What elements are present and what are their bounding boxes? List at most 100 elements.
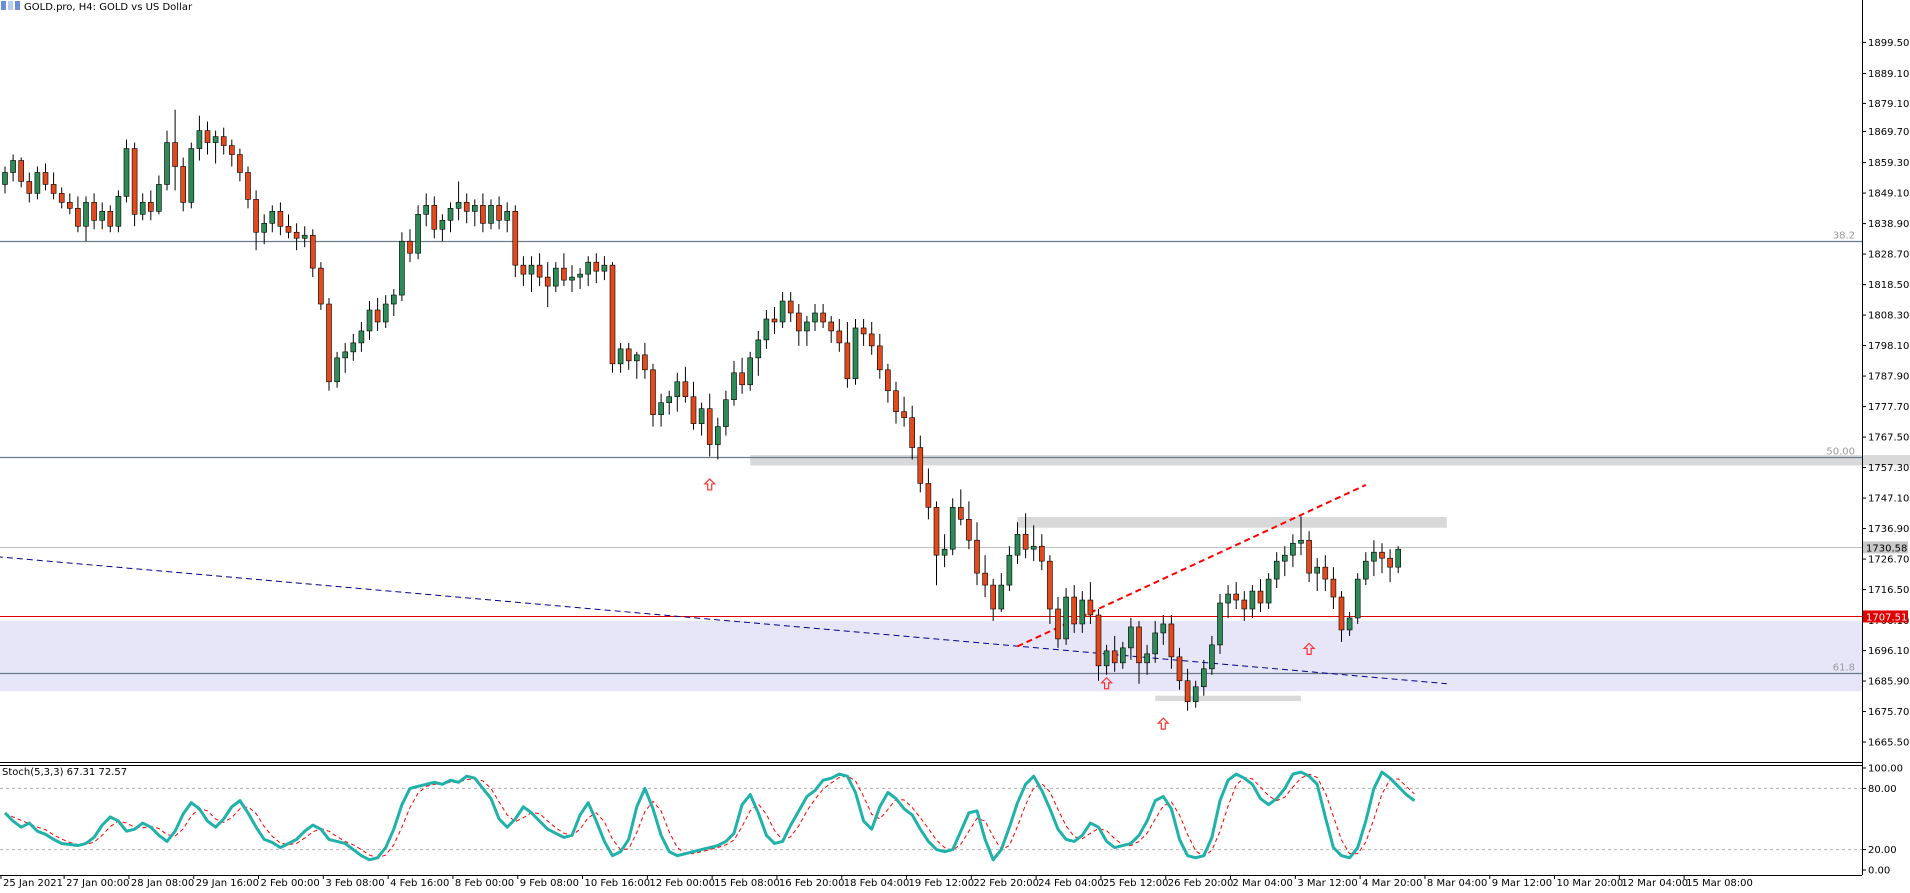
candle-body-43 [350,342,357,353]
candle-82 [666,390,673,415]
candle-65 [528,256,535,293]
candle-body-163 [1322,566,1329,580]
candle-79 [642,342,648,379]
grey-zone-1 [1017,516,1447,528]
candle-38 [309,229,316,278]
candle-13 [107,205,114,233]
candle-54 [439,214,446,242]
candle-70 [569,265,575,293]
candle-145 [1176,647,1183,690]
candles-layer [2,109,1401,711]
window-icon-3 [15,1,20,10]
candle-body-82 [666,396,673,403]
candle-body-77 [625,348,632,362]
candle-body-131 [1063,596,1069,640]
candle-body-59 [480,205,486,224]
candle-body-105 [852,327,859,380]
candle-body-55 [447,208,454,221]
price-tick-7: 1828.70 [1868,250,1909,261]
candle-body-61 [496,205,502,221]
candle-85 [690,381,697,430]
candle-body-98 [795,312,802,332]
candle-144 [1168,614,1175,669]
candle-body-108 [876,345,883,371]
price-tick-15: 1747.10 [1868,494,1909,505]
candle-body-8 [67,202,73,209]
candle-body-170 [1379,551,1385,559]
candle-23 [188,142,195,209]
candle-99 [804,315,810,346]
candle-171 [1387,549,1393,583]
candle-159 [1290,534,1296,568]
candle-body-133 [1079,599,1086,625]
fib-label-0: 38.2 [1833,231,1855,242]
candle-20 [164,130,170,191]
candle-166 [1346,611,1353,636]
candle-body-76 [617,348,624,365]
candle-109 [885,363,891,403]
price-tick-1: 1889.10 [1868,69,1909,80]
time-tick-3: 29 Jan 16:00 [196,878,259,889]
candle-body-158 [1282,554,1288,562]
candle-87 [706,393,713,457]
candle-body-129 [1047,560,1053,610]
candle-35 [285,214,292,239]
candle-101 [820,304,826,328]
candle-body-159 [1290,542,1296,556]
candle-body-123 [998,584,1005,610]
candle-body-67 [544,276,551,287]
candle-158 [1282,546,1288,577]
candle-73 [593,253,600,284]
candle-104 [844,321,851,388]
candle-48 [390,289,397,316]
candle-169 [1371,540,1377,577]
time-tick-17: 25 Feb 12:00 [1103,878,1169,889]
candle-body-109 [885,369,891,392]
candle-body-14 [115,196,122,227]
candle-body-93 [755,339,762,359]
candle-body-41 [334,357,340,383]
candle-153 [1241,591,1248,621]
candle-106 [860,318,867,346]
time-tick-0: 25 Jan 2021 [3,878,63,889]
candle-body-1 [10,160,16,173]
candle-body-144 [1168,623,1175,658]
time-axis: 25 Jan 2021 27 Jan 00:00 28 Jan 08:00 29 Ja… [0,875,1753,889]
candle-74 [601,256,608,281]
candle-28 [229,139,235,167]
candle-168 [1363,552,1369,586]
candle-66 [536,253,543,287]
marked-level-tag: 1707.51 [1863,610,1908,623]
candle-body-15 [123,148,130,197]
candle-body-30 [245,172,251,200]
candle-146 [1184,668,1191,711]
candle-body-12 [99,211,105,221]
candle-body-48 [390,294,397,305]
candle-body-44 [358,330,365,344]
candle-37 [301,226,308,248]
candle-body-113 [917,447,924,484]
candle-body-91 [739,372,745,386]
candle-75 [609,262,616,373]
candle-body-23 [188,148,195,203]
candle-105 [852,318,859,385]
candle-134 [1087,582,1094,624]
candle-107 [868,321,875,355]
candle-117 [949,498,956,556]
candle-body-148 [1201,668,1207,688]
candle-body-127 [1030,545,1037,550]
candle-115 [933,501,940,586]
candle-body-169 [1371,551,1377,562]
candle-body-0 [2,172,8,185]
stoch-tick-0: 100.00 [1868,764,1903,775]
time-tick-15: 22 Feb 20:00 [973,878,1039,889]
candle-body-33 [269,211,276,224]
candle-67 [544,262,551,308]
candle-body-26 [212,136,219,143]
candle-97 [787,292,794,322]
candle-22 [180,157,186,212]
up-arrow-2 [1156,717,1170,730]
time-tick-14: 19 Feb 12:00 [909,878,975,889]
candle-body-155 [1257,590,1264,604]
candle-150 [1217,594,1223,654]
